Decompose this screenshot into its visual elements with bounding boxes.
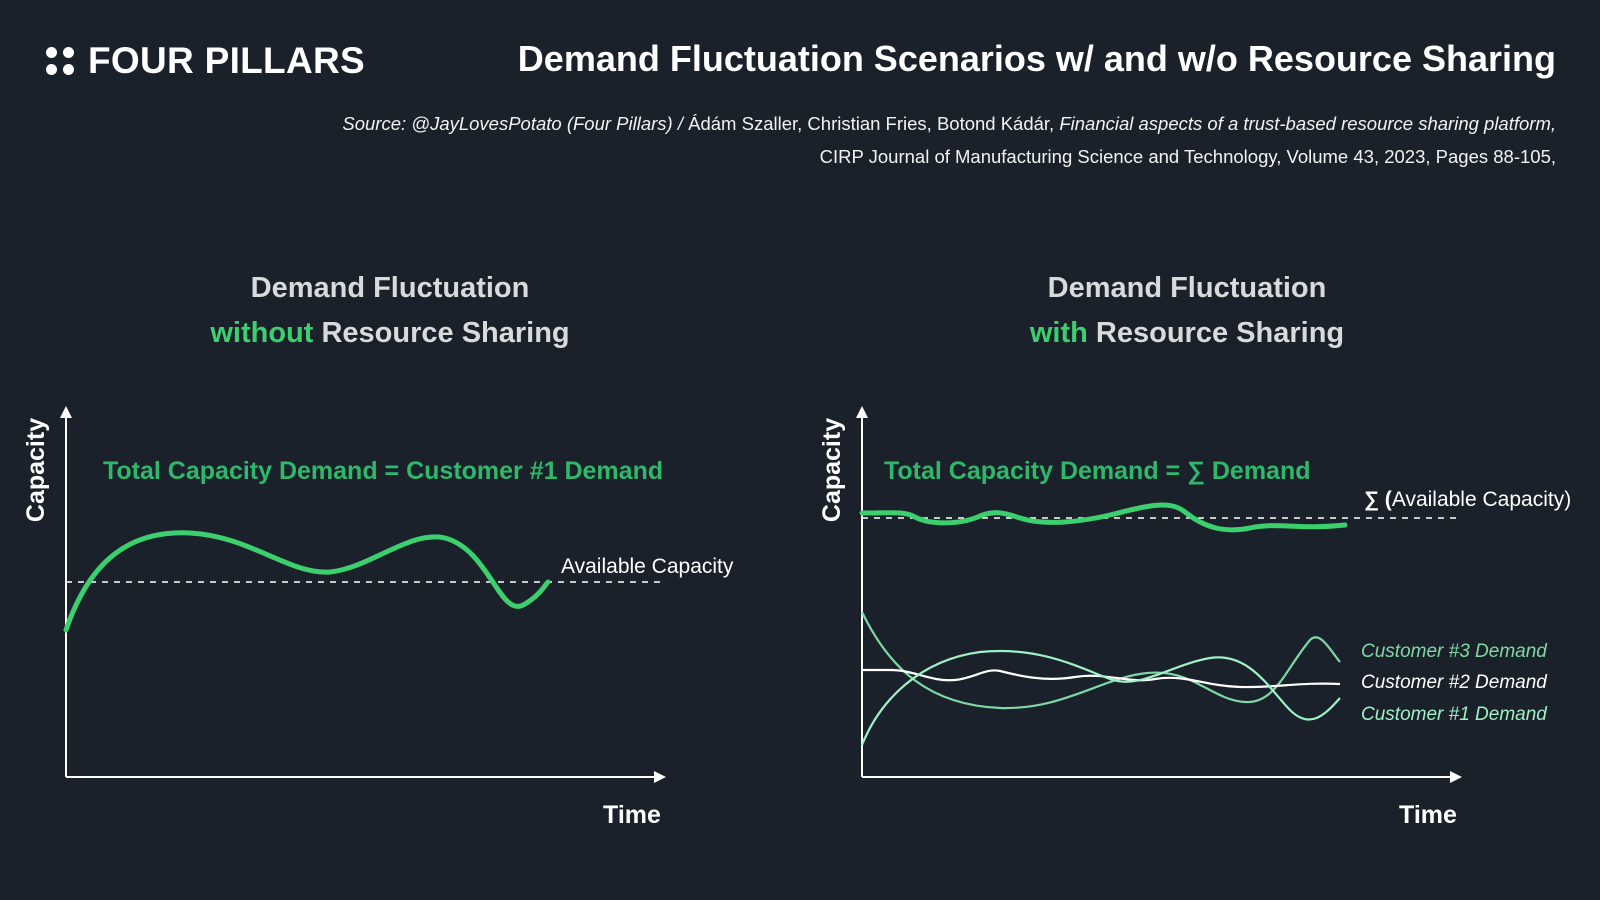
right-panel-title: Demand Fluctuation with Resource Sharing	[907, 266, 1467, 356]
right-title-accent: with	[1029, 317, 1088, 349]
left-title-rest: Resource Sharing	[313, 317, 570, 349]
source-journal: CIRP Journal of Manufacturing Science an…	[819, 146, 1556, 167]
four-dots-icon	[46, 47, 74, 75]
customer-3-label: Customer #3 Demand	[1361, 641, 1548, 662]
right-y-axis-label: Capacity	[818, 418, 846, 522]
right-x-axis-label: Time	[1399, 801, 1457, 829]
right-total-demand-curve	[859, 502, 1348, 533]
customer-2-label: Customer #2 Demand	[1361, 672, 1548, 693]
left-chart: Capacity Time Total Capacity Demand = Cu…	[22, 406, 734, 829]
source-citation: Source: @JayLovesPotato (Four Pillars) /…	[342, 107, 1556, 173]
customer-3-curve	[861, 611, 1341, 710]
left-title-line1: Demand Fluctuation	[250, 272, 530, 304]
left-title-accent: without	[210, 317, 314, 349]
right-capacity-label: ∑ (Available Capacity)	[1364, 488, 1571, 511]
customer-1-curve	[860, 649, 1341, 746]
right-title-rest: Resource Sharing	[1087, 317, 1345, 349]
page-title: Demand Fluctuation Scenarios w/ and w/o …	[517, 38, 1556, 79]
right-title-line1: Demand Fluctuation	[1047, 272, 1327, 304]
source-prefix: Source: @JayLovesPotato (Four Pillars) /	[342, 113, 689, 134]
customer-1-label: Customer #1 Demand	[1361, 704, 1548, 725]
left-formula: Total Capacity Demand = Customer #1 Dema…	[103, 457, 663, 485]
right-capacity-text: Available Capacity)	[1392, 488, 1571, 511]
source-paper: Financial aspects of a trust-based resou…	[1059, 113, 1556, 134]
left-x-axis-label: Time	[603, 801, 661, 829]
right-formula: Total Capacity Demand = ∑ Demand	[884, 457, 1311, 485]
left-y-axis-label: Capacity	[22, 418, 50, 522]
customer-2-curve	[862, 668, 1341, 689]
left-capacity-label: Available Capacity	[561, 555, 734, 578]
right-chart: Capacity Time Total Capacity Demand = ∑ …	[818, 406, 1571, 829]
brand-logo: FOUR PILLARS	[46, 40, 365, 82]
sigma-symbol: ∑ (	[1364, 488, 1392, 511]
brand-name: FOUR PILLARS	[88, 40, 365, 81]
source-authors: Ádám Szaller, Christian Fries, Botond Ká…	[688, 113, 1060, 134]
left-demand-curve	[63, 530, 551, 633]
left-panel-title: Demand Fluctuation without Resource Shar…	[110, 266, 670, 356]
